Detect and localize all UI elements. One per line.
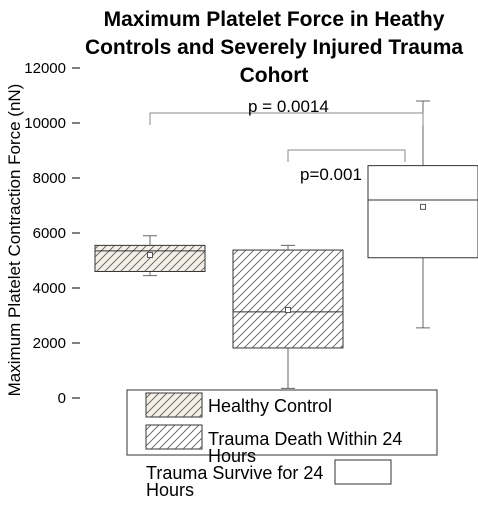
box	[367, 165, 478, 259]
legend-label: Trauma Survive for 24 Hours	[146, 463, 324, 500]
annotation: p=0.001	[300, 165, 362, 184]
y-tick-label: 4000	[33, 280, 66, 297]
mean	[420, 203, 426, 210]
y-tick-label: 10000	[24, 115, 66, 132]
y-tick-label: 2000	[33, 335, 66, 352]
y-tick-label: 8000	[33, 170, 66, 187]
sig-bracket	[149, 112, 424, 125]
y-tick-label: 6000	[33, 225, 66, 242]
annotation: p = 0.0014	[248, 97, 329, 116]
mean	[285, 307, 291, 313]
legend-swatch	[334, 459, 392, 485]
legend-swatch-hatch	[146, 393, 202, 417]
legend-swatch-hatch	[146, 425, 202, 449]
mean	[147, 252, 153, 258]
y-tick-label: 0	[58, 390, 66, 407]
y-tick-label: 12000	[24, 60, 66, 77]
legend-label: Trauma Death Within 24 Hours	[208, 429, 403, 466]
box-hatch	[233, 250, 343, 348]
chart-title: Maximum Platelet Force in Heathy Control…	[84, 8, 464, 87]
box-hatch	[95, 245, 205, 272]
y-axis-label: Maximum Platelet Contraction Force (nN)	[5, 84, 24, 397]
legend-label: Healthy Control	[208, 396, 333, 416]
sig-bracket	[287, 149, 406, 162]
